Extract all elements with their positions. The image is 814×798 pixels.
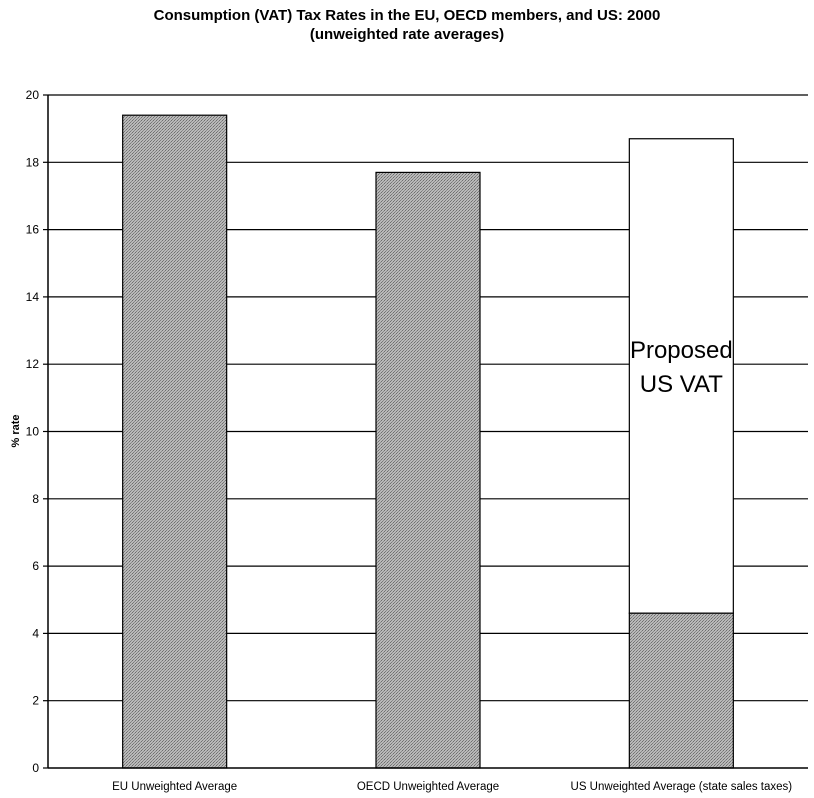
y-tick-label: 6 xyxy=(32,559,39,573)
x-tick-label: OECD Unweighted Average xyxy=(357,781,499,793)
y-tick-label: 10 xyxy=(26,425,40,439)
bars: Proposed US VAT xyxy=(122,114,734,769)
y-tick-label: 12 xyxy=(26,357,40,371)
y-tick-label: 0 xyxy=(32,761,39,775)
chart-title: Consumption (VAT) Tax Rates in the EU, O… xyxy=(153,7,661,24)
y-tick-label: 16 xyxy=(26,223,40,237)
x-tick-label: US Unweighted Average (state sales taxes… xyxy=(571,781,793,793)
y-tick-label: 4 xyxy=(32,626,39,640)
y-tick-label: 14 xyxy=(26,290,40,304)
proposed-us-vat-label: Proposed xyxy=(630,337,733,364)
y-tick-label: 20 xyxy=(26,88,40,102)
proposed-us-vat-label: US VAT xyxy=(640,371,723,398)
y-tick-label: 8 xyxy=(32,492,39,506)
chart-subtitle: (unweighted rate averages) xyxy=(309,26,505,43)
y-tick-label: 18 xyxy=(26,155,40,169)
bar xyxy=(122,114,228,769)
y-tick-label: 2 xyxy=(32,694,39,708)
y-axis-label: % rate xyxy=(10,414,22,447)
axes: 0 2 4 6 8 10 12 14 16 18 20 EU Unweighted Average OE… xyxy=(26,88,808,793)
x-tick-label: EU Unweighted Average xyxy=(112,781,237,793)
bar xyxy=(628,612,734,769)
bar xyxy=(375,171,481,769)
